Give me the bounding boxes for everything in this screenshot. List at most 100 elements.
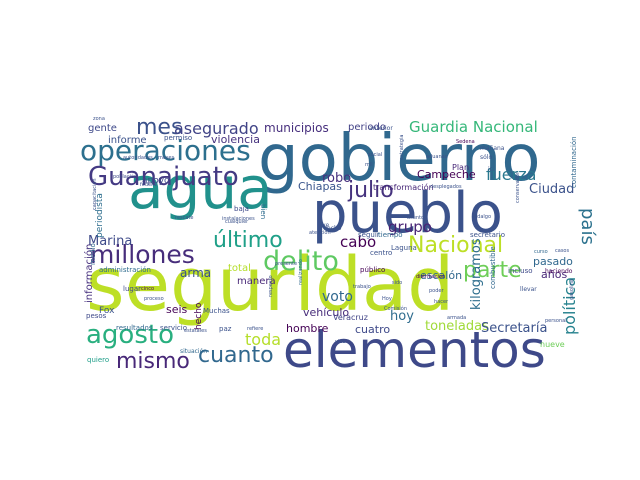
cloud-word: contaminación	[570, 136, 578, 188]
cloud-word: instalaciones	[222, 216, 255, 222]
cloud-word: haciendo	[545, 268, 573, 275]
cloud-word: servicio	[160, 324, 187, 332]
cloud-word: quiero	[87, 356, 109, 364]
cloud-word: hacer	[434, 299, 449, 305]
cloud-word: hombre	[286, 322, 329, 335]
cloud-word: ocho	[327, 225, 342, 232]
cloud-word: toneladas	[425, 319, 489, 334]
cloud-word: arma	[180, 266, 211, 280]
cloud-word: Nacional	[408, 233, 503, 258]
cloud-word: paz	[219, 325, 232, 333]
cloud-word: operaciones	[80, 134, 251, 167]
cloud-word: sido	[392, 280, 402, 286]
cloud-word: casos	[555, 248, 569, 254]
cloud-word: informe	[108, 135, 147, 146]
cloud-word: zona	[93, 116, 105, 122]
cloud-word: Secretaría	[481, 321, 547, 336]
cloud-word: periodo	[348, 122, 386, 133]
cloud-word: cinco	[141, 286, 154, 292]
cloud-word: estatales	[184, 328, 207, 334]
cloud-word: armada	[447, 315, 466, 321]
cloud-word: Laguna	[391, 244, 417, 252]
cloud-word: seis	[166, 303, 188, 316]
cloud-word: conservador	[515, 171, 521, 203]
cloud-word: Fox	[99, 306, 115, 316]
cloud-word: julio	[347, 178, 394, 203]
cloud-word: agua	[128, 154, 273, 222]
cloud-word: Marina	[88, 234, 132, 249]
cloud-word: Muchas	[203, 307, 230, 315]
cloud-word: respecto	[268, 275, 274, 297]
cloud-word: administración	[99, 266, 151, 274]
cloud-word: desplegados	[430, 184, 462, 190]
cloud-word: cabo	[340, 233, 376, 251]
cloud-word: asunto	[407, 215, 424, 221]
cloud-word: cualquier	[225, 219, 249, 225]
cloud-word: autoridades	[123, 155, 153, 161]
cloud-word: violencia	[211, 133, 260, 146]
cloud-word: meses	[158, 155, 175, 161]
cloud-word: Sedena	[456, 139, 475, 145]
cloud-word: presente	[275, 261, 297, 267]
cloud-word: vida	[335, 339, 346, 345]
cloud-word: mañana	[480, 145, 505, 152]
cloud-word: elementos	[283, 321, 546, 379]
cloud-word: atención	[309, 229, 331, 236]
cloud-word: apoyo	[142, 176, 170, 186]
cloud-word: llevar	[520, 286, 537, 293]
cloud-word: gente	[88, 123, 117, 134]
cloud-word: Veracruz	[333, 313, 368, 322]
cloud-word: manera	[237, 276, 276, 287]
cloud-word: anterior	[369, 125, 393, 132]
cloud-word: tiempo	[378, 231, 403, 239]
cloud-word: Hoy	[382, 296, 392, 302]
cloud-word: voto	[322, 289, 353, 305]
cloud-word: situación	[180, 348, 207, 355]
cloud-word: ve	[322, 222, 330, 229]
cloud-word: política	[560, 277, 579, 335]
cloud-word: seguridad	[86, 242, 454, 328]
cloud-word: pesos	[86, 312, 107, 320]
cloud-word: millones	[90, 240, 195, 269]
cloud-word: mil	[365, 162, 373, 168]
cloud-word: asegurado	[174, 119, 259, 138]
cloud-word: toda	[245, 330, 281, 349]
cloud-word: vehículo	[303, 306, 349, 319]
cloud-word: poder	[429, 288, 444, 294]
cloud-word: total	[228, 263, 251, 274]
cloud-word: robo	[322, 171, 351, 186]
cloud-word: aduanas	[426, 154, 448, 160]
cloud-word: gasolina	[569, 279, 575, 300]
cloud-word: fuerza	[486, 165, 536, 184]
cloud-word: rescate	[175, 215, 193, 221]
cloud-word: estrategia	[399, 135, 405, 160]
cloud-word: distribución	[416, 273, 445, 280]
cloud-word: combustible	[489, 246, 497, 289]
cloud-word: país	[577, 208, 598, 245]
cloud-word: proceso	[144, 296, 164, 302]
cloud-word: pasado	[533, 255, 573, 268]
cloud-word: Ciudad	[529, 182, 574, 197]
cloud-word: curso	[534, 249, 548, 255]
cloud-word: grupo	[388, 218, 432, 236]
cloud-word: población	[113, 173, 137, 180]
cloud-word: medio	[89, 243, 97, 265]
cloud-word: realizando	[298, 259, 304, 285]
cloud-word: baja	[234, 205, 249, 213]
cloud-word: Plan	[452, 163, 469, 172]
cloud-word: información	[83, 244, 95, 303]
cloud-word: mismo	[116, 349, 190, 374]
cloud-word: Guardia Nacional	[409, 118, 538, 136]
cloud-word: sólo	[480, 154, 492, 161]
cloud-word: pueblo	[312, 181, 503, 246]
cloud-word: periodista	[95, 193, 105, 238]
cloud-word: secretario	[470, 231, 505, 239]
cloud-word: personal	[545, 318, 567, 324]
cloud-word: Guanajuato	[88, 162, 239, 192]
cloud-word: escalón	[420, 269, 462, 282]
cloud-word: gobierno	[258, 122, 540, 196]
cloud-word: Hidalgo	[472, 214, 491, 220]
cloud-word: último	[213, 228, 283, 253]
cloud-word: público	[360, 266, 385, 274]
